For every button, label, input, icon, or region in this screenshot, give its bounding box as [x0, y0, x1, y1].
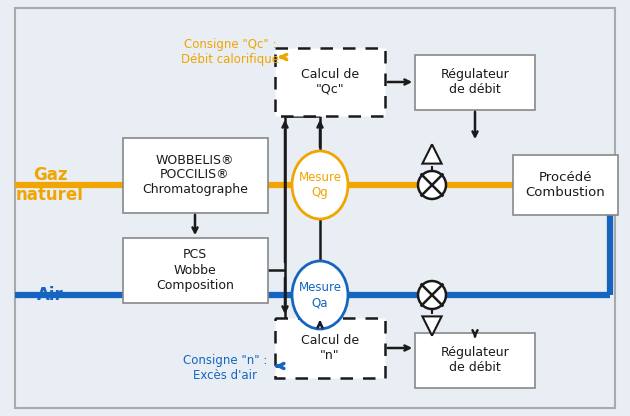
- FancyBboxPatch shape: [415, 332, 535, 387]
- FancyBboxPatch shape: [15, 8, 615, 408]
- Text: Consigne "Qc" :
Débit calorifique: Consigne "Qc" : Débit calorifique: [181, 38, 279, 66]
- FancyBboxPatch shape: [275, 48, 385, 116]
- Text: Régulateur
de débit: Régulateur de débit: [440, 68, 510, 96]
- Ellipse shape: [292, 261, 348, 329]
- Text: Calcul de
"n": Calcul de "n": [301, 334, 359, 362]
- Ellipse shape: [292, 151, 348, 219]
- Text: PCS
Wobbe
Composition: PCS Wobbe Composition: [156, 248, 234, 292]
- Polygon shape: [422, 317, 442, 336]
- Text: Calcul de
"Qc": Calcul de "Qc": [301, 68, 359, 96]
- Text: Gaz
naturel: Gaz naturel: [16, 166, 84, 204]
- FancyBboxPatch shape: [275, 318, 385, 378]
- Text: Procédé
Combustion: Procédé Combustion: [525, 171, 605, 199]
- Text: Consigne "n" :
Excès d'air: Consigne "n" : Excès d'air: [183, 354, 267, 382]
- FancyBboxPatch shape: [122, 238, 268, 302]
- Text: Air: Air: [37, 286, 64, 304]
- Circle shape: [418, 281, 446, 309]
- Polygon shape: [422, 144, 442, 163]
- Text: Mesure
Qa: Mesure Qa: [299, 281, 341, 309]
- Circle shape: [418, 171, 446, 199]
- FancyBboxPatch shape: [415, 54, 535, 109]
- FancyBboxPatch shape: [512, 155, 617, 215]
- Text: WOBBELIS®
POCCILIS®
Chromatographe: WOBBELIS® POCCILIS® Chromatographe: [142, 154, 248, 196]
- FancyBboxPatch shape: [122, 138, 268, 213]
- Text: Mesure
Qg: Mesure Qg: [299, 171, 341, 199]
- Text: Régulateur
de débit: Régulateur de débit: [440, 346, 510, 374]
